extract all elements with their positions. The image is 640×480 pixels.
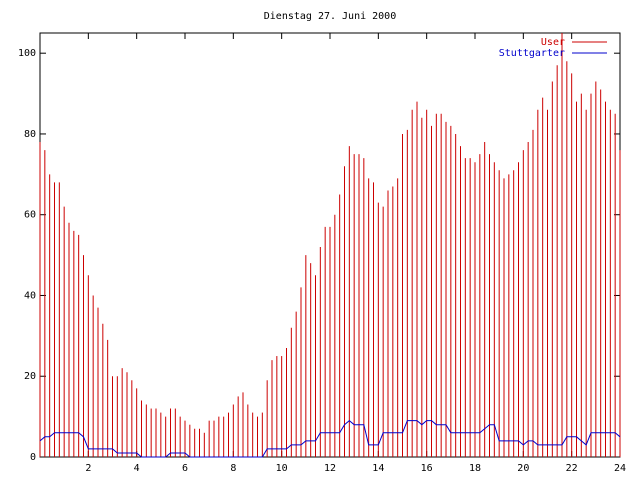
y-tick-label: 100 xyxy=(18,48,36,59)
legend-label: User xyxy=(541,37,565,48)
x-tick-label: 18 xyxy=(469,463,481,474)
x-tick-label: 4 xyxy=(134,463,140,474)
x-tick-label: 2 xyxy=(85,463,91,474)
line xyxy=(39,420,621,458)
y-tick-label: 80 xyxy=(24,129,36,140)
x-tick-label: 6 xyxy=(182,463,188,474)
y-tick-label: 20 xyxy=(24,371,36,382)
x-tick-label: 12 xyxy=(324,463,336,474)
x-tick-label: 22 xyxy=(566,463,578,474)
y-tick-label: 60 xyxy=(24,210,36,221)
legend-label: Stuttgarter xyxy=(499,48,565,59)
chart-title: Dienstag 27. Juni 2000 xyxy=(264,11,396,22)
x-tick-label: 14 xyxy=(372,463,384,474)
y-tick-label: 0 xyxy=(30,452,36,463)
x-tick-label: 20 xyxy=(517,463,529,474)
x-tick-label: 10 xyxy=(276,463,288,474)
x-tick-label: 16 xyxy=(421,463,433,474)
x-tick-label: 8 xyxy=(230,463,236,474)
y-tick-label: 40 xyxy=(24,290,36,301)
x-tick-label: 24 xyxy=(614,463,626,474)
